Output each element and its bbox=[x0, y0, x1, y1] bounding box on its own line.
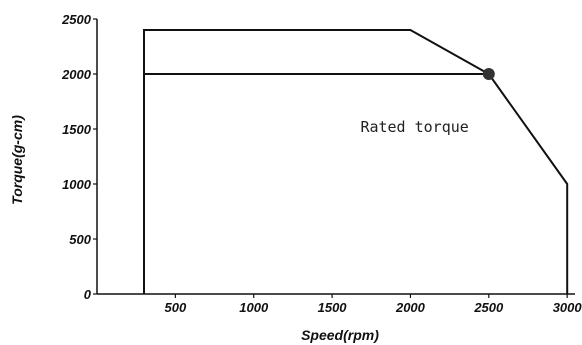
y-tick-label: 500 bbox=[69, 232, 91, 247]
y-tick-label: 2500 bbox=[61, 12, 92, 27]
y-axis-title: Torque(g-cm) bbox=[9, 115, 25, 205]
y-tick-label: 1000 bbox=[62, 177, 92, 192]
y-tick-label: 0 bbox=[84, 287, 92, 302]
x-tick-label: 1000 bbox=[239, 300, 269, 315]
y-tick-label: 2000 bbox=[61, 67, 92, 82]
y-tick-label: 1500 bbox=[62, 122, 92, 137]
x-axis-title: Speed(rpm) bbox=[301, 327, 379, 343]
axes bbox=[93, 18, 575, 298]
markers bbox=[482, 68, 495, 80]
x-tick-label: 2500 bbox=[473, 300, 504, 315]
x-tick-label: 2000 bbox=[395, 300, 426, 315]
annotation-rated-torque: Rated torque bbox=[360, 118, 468, 136]
tick-labels: 0 500 1000 1500 2000 2500 500 1000 1500 2000 2500 3… bbox=[61, 12, 582, 315]
rated-point-marker bbox=[482, 68, 495, 80]
series-lines bbox=[143, 29, 569, 294]
x-tick-label: 500 bbox=[165, 300, 187, 315]
x-tick-label: 3000 bbox=[553, 300, 582, 315]
x-tick-label: 1500 bbox=[318, 300, 348, 315]
series-line-0 bbox=[143, 29, 569, 294]
